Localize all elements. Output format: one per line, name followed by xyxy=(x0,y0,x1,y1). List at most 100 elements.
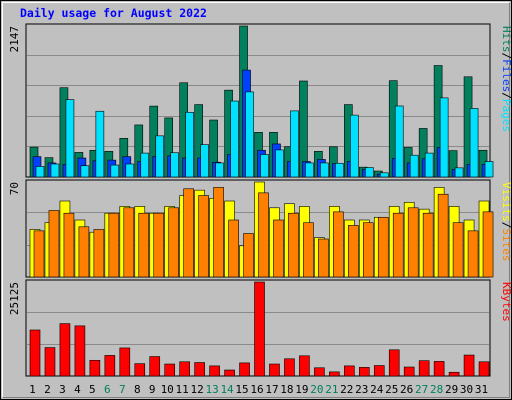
bar-pages-day-3 xyxy=(65,99,75,178)
bar-sites-day-27 xyxy=(422,212,434,278)
bar-kbytes-day-17 xyxy=(269,363,280,377)
max-label-visits-sites: 70 xyxy=(8,182,21,195)
bar-kbytes-day-14 xyxy=(224,369,235,377)
day-label-18: 18 xyxy=(280,383,293,396)
bar-pages-day-27 xyxy=(424,152,434,178)
bar-pages-day-6 xyxy=(110,164,120,178)
day-label-19: 19 xyxy=(295,383,308,396)
day-label-16: 16 xyxy=(250,383,263,396)
bar-pages-day-17 xyxy=(275,149,284,178)
legend-separator: / xyxy=(500,92,512,99)
day-label-14: 14 xyxy=(220,383,234,396)
bar-kbytes-day-4 xyxy=(74,325,86,377)
bar-kbytes-day-27 xyxy=(418,360,430,377)
bar-kbytes-day-9 xyxy=(149,356,161,377)
bar-sites-day-22 xyxy=(348,225,359,278)
bar-kbytes-day-8 xyxy=(134,363,146,377)
bar-pages-day-12 xyxy=(200,144,209,178)
bar-sites-day-1 xyxy=(33,230,45,278)
day-label-17: 17 xyxy=(265,383,278,396)
bar-sites-day-26 xyxy=(407,207,419,278)
bar-sites-day-31 xyxy=(482,211,494,278)
legend-separator: / xyxy=(500,53,512,60)
bar-kbytes-day-29 xyxy=(448,371,460,377)
bar-kbytes-day-23 xyxy=(358,367,370,377)
bar-pages-day-22 xyxy=(350,114,359,178)
bar-kbytes-day-12 xyxy=(194,362,205,377)
bar-pages-day-18 xyxy=(290,110,299,178)
day-label-1: 1 xyxy=(29,383,36,396)
bar-kbytes-day-31 xyxy=(478,361,490,377)
bar-pages-day-23 xyxy=(364,167,374,178)
legend-item-files: Files xyxy=(500,59,512,92)
bar-pages-day-14 xyxy=(230,100,239,178)
bar-sites-day-24 xyxy=(377,216,389,278)
bar-sites-day-18 xyxy=(288,212,299,278)
legend-visits-sites: Visits/Sites xyxy=(500,182,512,262)
day-label-28: 28 xyxy=(430,383,443,396)
day-label-20: 20 xyxy=(310,383,323,396)
bar-kbytes-day-11 xyxy=(179,361,190,377)
max-label-kbytes: 25125 xyxy=(8,282,21,315)
bar-sites-day-23 xyxy=(362,222,374,278)
day-label-13: 13 xyxy=(205,383,218,396)
legend-separator: / xyxy=(500,222,512,229)
bar-kbytes-day-18 xyxy=(284,358,295,377)
legend-item-pages: Pages xyxy=(500,99,512,132)
max-label-hits-files-pages: 2147 xyxy=(8,26,21,53)
bar-kbytes-day-10 xyxy=(164,363,176,377)
bar-sites-day-2 xyxy=(48,210,60,278)
bar-pages-day-11 xyxy=(185,111,194,178)
bar-pages-day-2 xyxy=(50,163,60,178)
bar-kbytes-day-30 xyxy=(463,354,475,377)
bar-sites-day-6 xyxy=(108,212,120,278)
bar-pages-day-13 xyxy=(215,162,224,178)
bar-sites-day-15 xyxy=(243,233,254,278)
bar-sites-day-5 xyxy=(93,229,105,278)
bar-pages-day-24 xyxy=(379,172,389,178)
day-label-27: 27 xyxy=(415,383,428,396)
bar-sites-day-4 xyxy=(78,226,90,278)
bar-pages-day-16 xyxy=(260,154,269,178)
bar-kbytes-day-22 xyxy=(344,365,355,377)
bar-kbytes-day-25 xyxy=(388,349,400,377)
legend-item-visits: Visits xyxy=(500,182,512,222)
bar-sites-day-11 xyxy=(183,188,194,278)
bar-sites-day-3 xyxy=(63,212,75,278)
bar-sites-day-30 xyxy=(467,230,479,278)
bar-sites-day-13 xyxy=(213,187,224,278)
bar-kbytes-day-19 xyxy=(299,355,310,377)
day-label-21: 21 xyxy=(325,383,338,396)
bar-pages-day-7 xyxy=(125,163,135,178)
bar-kbytes-day-1 xyxy=(29,329,41,377)
day-label-24: 24 xyxy=(370,383,384,396)
bar-kbytes-day-13 xyxy=(209,365,220,377)
day-label-4: 4 xyxy=(74,383,81,396)
day-label-25: 25 xyxy=(385,383,398,396)
bar-pages-day-29 xyxy=(454,167,464,178)
legend-kbytes: KBytes xyxy=(500,282,512,322)
legend-item-hits: Hits xyxy=(500,26,512,53)
day-label-11: 11 xyxy=(176,383,189,396)
bar-pages-day-10 xyxy=(170,152,180,178)
bar-kbytes-day-16 xyxy=(254,281,265,377)
bar-pages-day-5 xyxy=(95,110,105,178)
bar-sites-day-12 xyxy=(198,195,209,278)
bar-sites-day-16 xyxy=(258,192,269,278)
bar-sites-day-9 xyxy=(153,212,165,278)
legend-item-kbytes: KBytes xyxy=(500,282,512,322)
bar-pages-day-20 xyxy=(320,162,329,178)
day-label-3: 3 xyxy=(59,383,66,396)
day-label-29: 29 xyxy=(445,383,458,396)
bar-kbytes-day-26 xyxy=(403,366,415,377)
bar-pages-day-31 xyxy=(484,161,494,178)
bar-pages-day-21 xyxy=(335,162,344,178)
legend-item-sites: Sites xyxy=(500,228,512,261)
day-label-2: 2 xyxy=(44,383,51,396)
bar-kbytes-day-28 xyxy=(433,361,445,377)
bar-sites-day-29 xyxy=(452,222,464,278)
bar-kbytes-day-20 xyxy=(314,367,325,377)
bar-sites-day-21 xyxy=(333,211,344,278)
day-label-30: 30 xyxy=(460,383,473,396)
